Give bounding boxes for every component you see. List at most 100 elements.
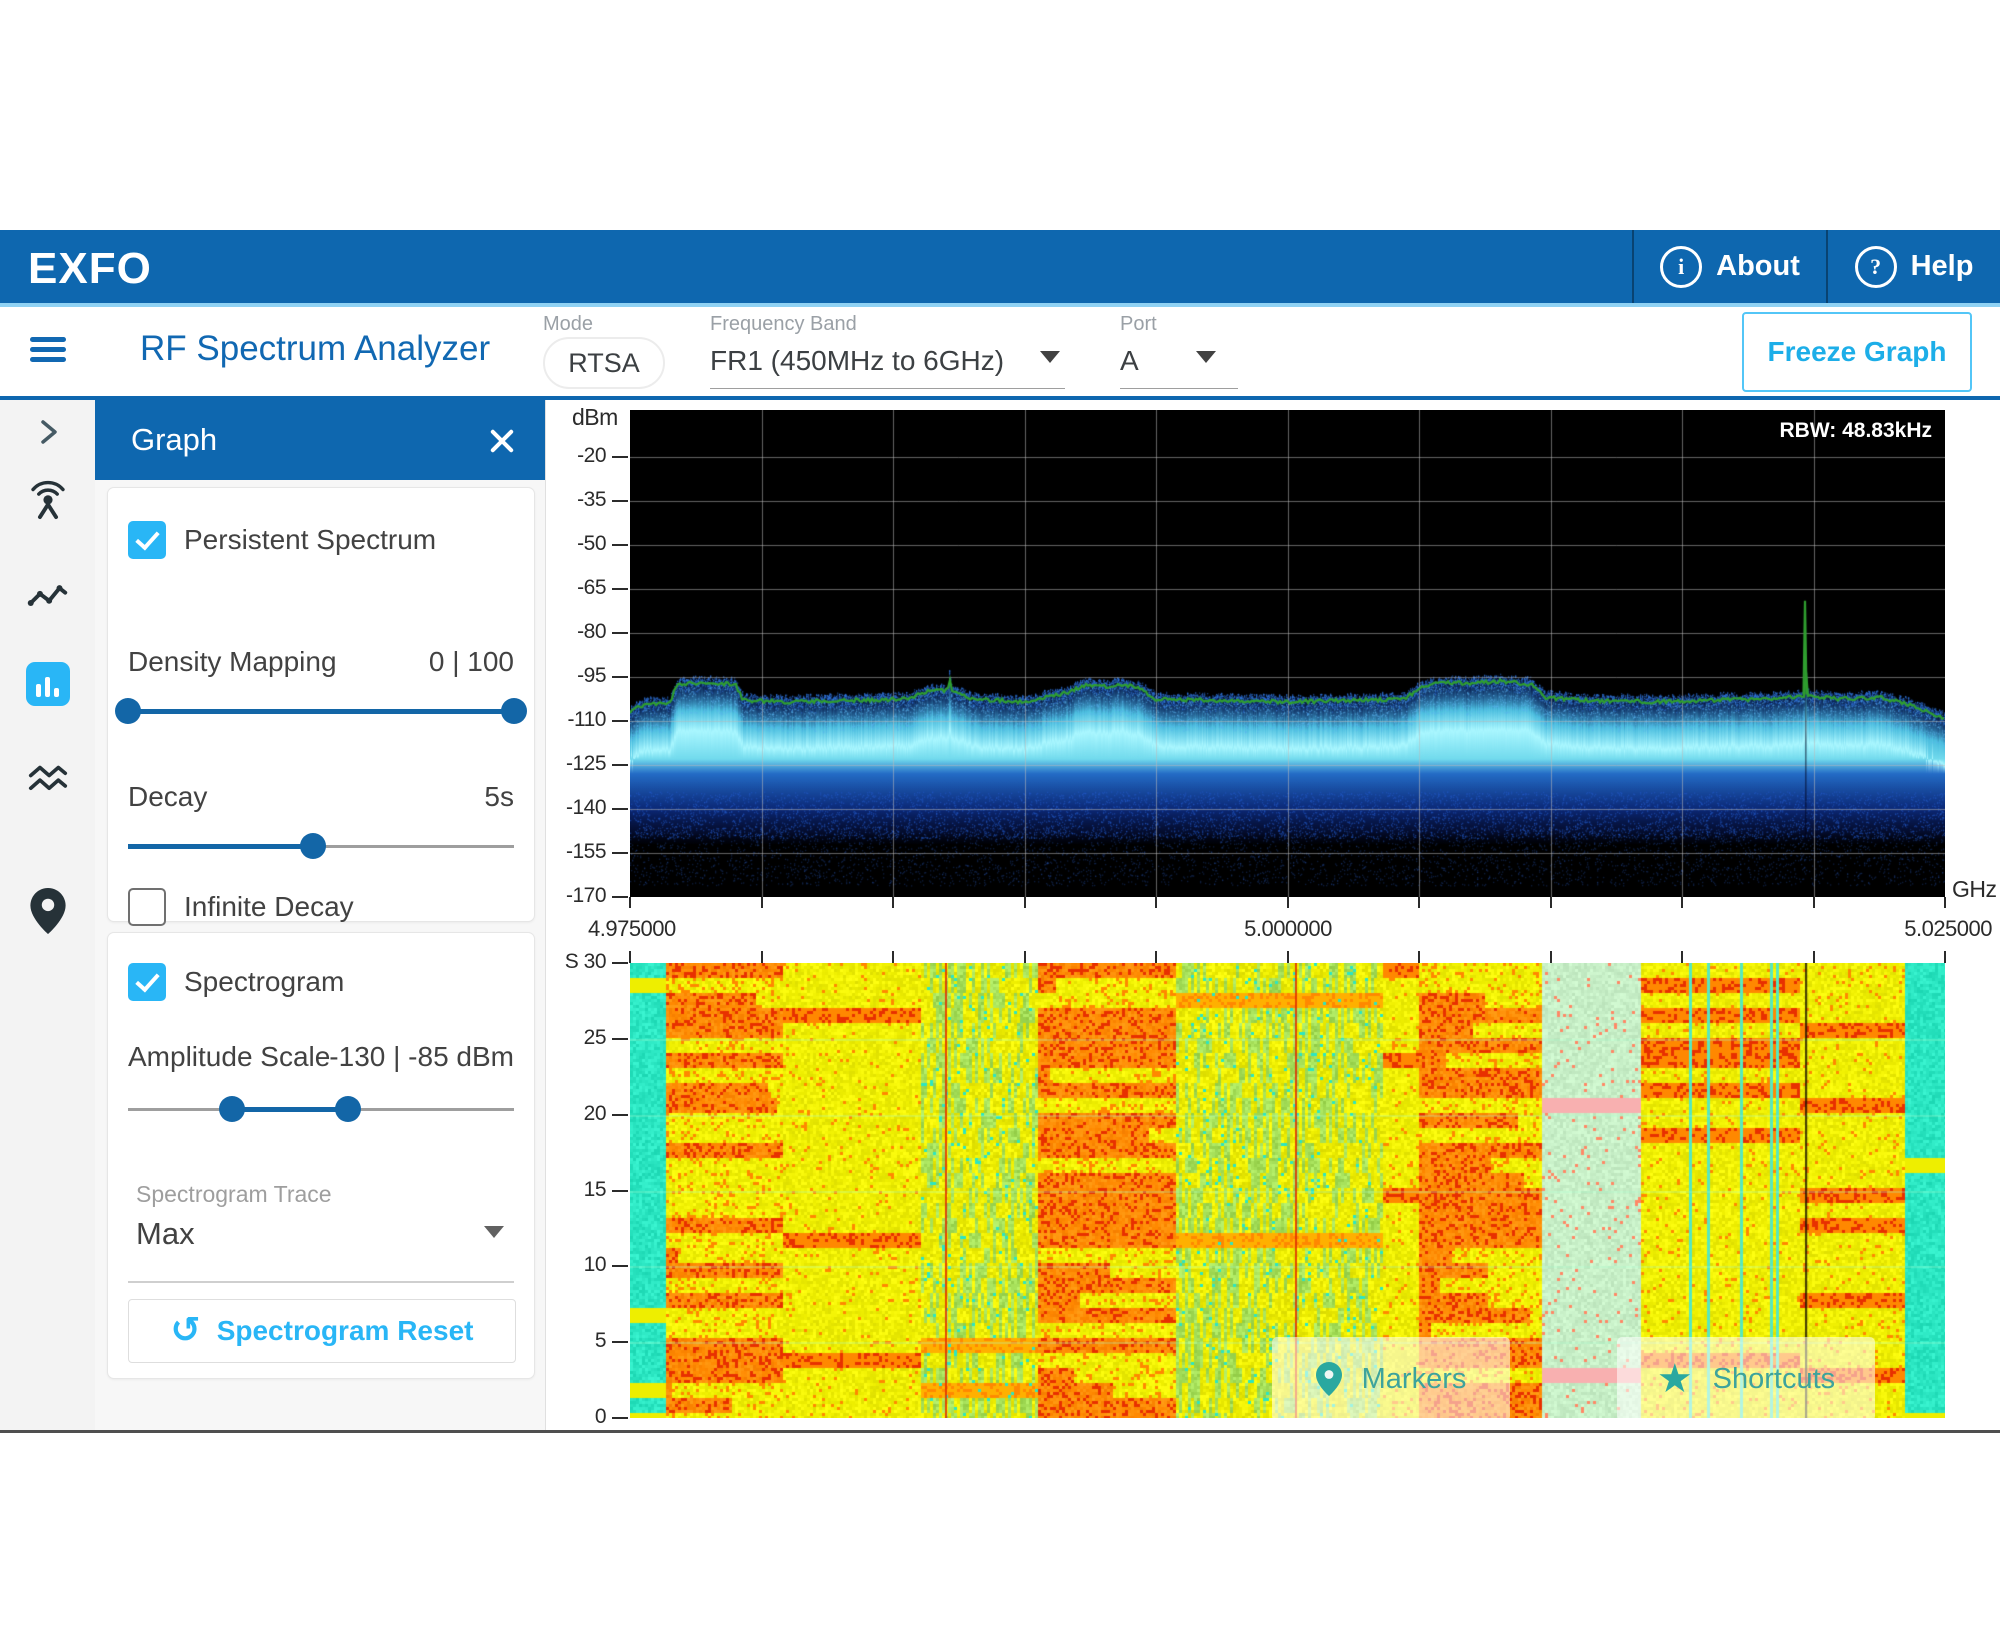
spectrogram-x-tick-mark bbox=[629, 951, 631, 963]
top-bar-actions: i About ? Help bbox=[1632, 230, 2000, 303]
infinite-decay-label: Infinite Decay bbox=[184, 891, 354, 923]
port-label: Port bbox=[1120, 313, 1157, 336]
expand-chevron-icon[interactable] bbox=[0, 414, 95, 450]
spectrum-y-tick-mark bbox=[612, 852, 628, 854]
help-button[interactable]: ? Help bbox=[1826, 230, 2000, 303]
spectrogram-reset-button[interactable]: ↺ Spectrogram Reset bbox=[128, 1299, 516, 1363]
slider-thumb[interactable] bbox=[335, 1096, 361, 1122]
persistence-spectrum-plot[interactable] bbox=[630, 410, 1945, 897]
spectrum-y-tick-label: -140 bbox=[500, 796, 606, 820]
markers-button[interactable]: Markers bbox=[1272, 1337, 1510, 1421]
spectrogram-y-tick-label: 5 bbox=[500, 1329, 606, 1353]
star-icon: ★ bbox=[1657, 1359, 1693, 1399]
top-bar: EXFO i About ? Help bbox=[0, 230, 2000, 307]
spectrum-y-tick-mark bbox=[612, 676, 628, 678]
toolbar: RF Spectrum Analyzer Mode RTSA Frequency… bbox=[0, 307, 2000, 400]
graph-bars-active-tile bbox=[26, 662, 70, 706]
spectrum-y-tick-label: -35 bbox=[500, 488, 606, 512]
help-label: Help bbox=[1911, 250, 1974, 283]
frequency-band-select[interactable]: FR1 (450MHz to 6GHz) bbox=[710, 345, 1004, 377]
spectrogram-y-tick-mark bbox=[612, 1341, 628, 1343]
port-underline bbox=[1120, 388, 1238, 389]
spectrogram-y-tick-label: 0 bbox=[500, 1405, 606, 1429]
spectrogram-trace-select[interactable]: Max bbox=[136, 1216, 195, 1252]
spectrum-y-tick-mark bbox=[612, 720, 628, 722]
port-caret-icon[interactable] bbox=[1196, 351, 1216, 363]
mode-value-pill: RTSA bbox=[543, 337, 665, 389]
spectrum-y-tick-label: -95 bbox=[500, 664, 606, 688]
spectrum-y-tick-mark bbox=[612, 896, 628, 898]
spectrogram-x-tick-mark bbox=[1681, 951, 1683, 963]
slider-thumb[interactable] bbox=[115, 698, 141, 724]
spectrogram-y-tick-label: 10 bbox=[500, 1253, 606, 1277]
spectrum-x-tick-mark bbox=[629, 897, 631, 908]
spectrum-y-tick-label: -170 bbox=[500, 884, 606, 908]
antenna-icon[interactable] bbox=[0, 478, 95, 524]
spectrogram-x-tick-mark bbox=[1813, 951, 1815, 963]
graph-panel-header: Graph bbox=[95, 400, 545, 480]
spectrum-x-tick-mark bbox=[1813, 897, 1815, 908]
menu-hamburger-icon[interactable] bbox=[30, 332, 66, 368]
x-unit-label: GHz bbox=[1952, 876, 1997, 903]
spectrum-y-tick-label: -65 bbox=[500, 576, 606, 600]
spectrogram-x-tick-mark bbox=[1944, 951, 1946, 963]
shortcuts-label: Shortcuts bbox=[1713, 1363, 1836, 1396]
port-select[interactable]: A bbox=[1120, 345, 1139, 377]
spectrogram-x-tick-mark bbox=[1287, 951, 1289, 963]
spectrum-y-tick-mark bbox=[612, 500, 628, 502]
spectrogram-checkbox[interactable] bbox=[128, 963, 166, 1001]
spectrum-y-tick-mark bbox=[612, 808, 628, 810]
spectrogram-x-tick-mark bbox=[761, 951, 763, 963]
spectrum-y-tick-label: -155 bbox=[500, 840, 606, 864]
persistent-spectrum-checkbox[interactable] bbox=[128, 521, 166, 559]
spectrogram-x-tick-mark bbox=[1418, 951, 1420, 963]
spectrogram-y-tick-mark bbox=[612, 1265, 628, 1267]
frequency-band-underline bbox=[710, 388, 1065, 389]
spectrogram-y-tick-label: 25 bbox=[500, 1026, 606, 1050]
amplitude-scale-value: -130 | -85 dBm bbox=[329, 1041, 514, 1073]
shortcuts-button[interactable]: ★ Shortcuts bbox=[1617, 1337, 1875, 1421]
spectrogram-y-tick-mark bbox=[612, 1038, 628, 1040]
spectrum-y-unit-label: dBm bbox=[572, 404, 618, 431]
spectrum-y-tick-label: -20 bbox=[500, 444, 606, 468]
spectrum-x-tick-mark bbox=[1155, 897, 1157, 908]
about-label: About bbox=[1716, 250, 1800, 283]
amplitude-scale-slider[interactable] bbox=[128, 1096, 514, 1122]
frequency-band-caret-icon[interactable] bbox=[1040, 351, 1060, 363]
density-mapping-slider[interactable] bbox=[128, 698, 514, 724]
persistent-spectrum-card: Persistent Spectrum Density Mapping 0 | … bbox=[107, 487, 535, 922]
spectrum-x-tick-mark bbox=[1418, 897, 1420, 908]
spectrum-x-tick-mark bbox=[892, 897, 894, 908]
about-button[interactable]: i About bbox=[1632, 230, 1826, 303]
mode-label: Mode bbox=[543, 313, 593, 336]
persistent-spectrum-label: Persistent Spectrum bbox=[184, 524, 436, 556]
marker-pin-icon bbox=[1316, 1362, 1342, 1396]
infinite-decay-checkbox[interactable] bbox=[128, 888, 166, 926]
slider-thumb[interactable] bbox=[300, 833, 326, 859]
trend-line-icon[interactable] bbox=[0, 572, 95, 618]
spectrogram-y-tick-mark bbox=[612, 1114, 628, 1116]
spectrum-y-tick-label: -80 bbox=[500, 620, 606, 644]
spectrogram-x-tick-mark bbox=[1155, 951, 1157, 963]
graph-panel: Graph Persistent Spectrum Density Mappin… bbox=[95, 400, 546, 1430]
info-icon: i bbox=[1660, 246, 1702, 288]
x-tick-label-left: 4.975000 bbox=[588, 916, 676, 942]
exfo-logo: EXFO bbox=[28, 244, 152, 294]
spectrogram-y-tick-mark bbox=[612, 1417, 628, 1419]
spectrum-y-tick-mark bbox=[612, 588, 628, 590]
frequency-band-label: Frequency Band bbox=[710, 313, 857, 336]
rbw-readout: RBW: 48.83kHz bbox=[1640, 419, 1932, 443]
graph-bars-icon[interactable] bbox=[0, 662, 95, 706]
decay-slider[interactable] bbox=[128, 833, 514, 859]
spectrogram-y-tick-mark bbox=[612, 962, 628, 964]
location-pin-icon[interactable] bbox=[0, 888, 95, 934]
waves-icon[interactable] bbox=[0, 756, 95, 802]
spectrum-x-tick-mark bbox=[1681, 897, 1683, 908]
spectrogram-trace-caret-icon[interactable] bbox=[484, 1226, 504, 1238]
spectrum-y-tick-label: -125 bbox=[500, 752, 606, 776]
freeze-graph-button[interactable]: Freeze Graph bbox=[1742, 312, 1972, 392]
spectrogram-x-tick-mark bbox=[1024, 951, 1026, 963]
spectrum-y-tick-label: -110 bbox=[500, 708, 606, 732]
icon-sidebar bbox=[0, 400, 95, 1430]
slider-thumb[interactable] bbox=[219, 1096, 245, 1122]
